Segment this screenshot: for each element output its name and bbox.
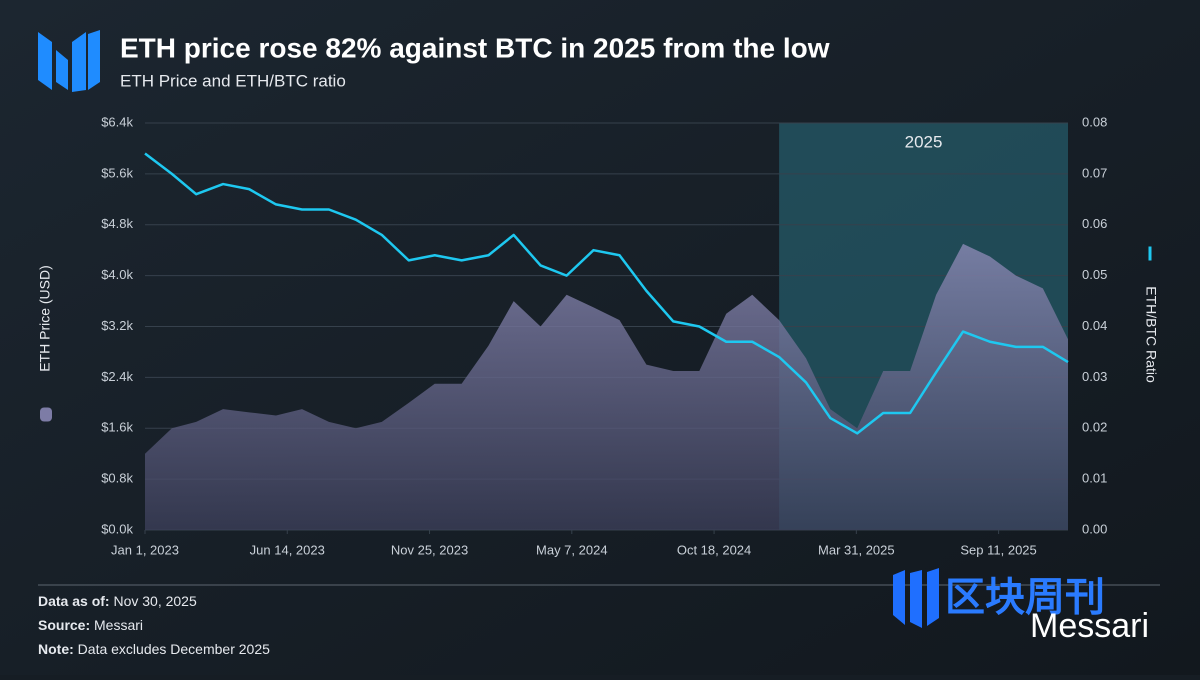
x-tick-label: Oct 18, 2024 <box>677 542 751 557</box>
watermark-brand: Messari <box>1030 607 1149 645</box>
chart-subtitle: ETH Price and ETH/BTC ratio <box>120 71 346 90</box>
watermark: 区块周刊 Messari <box>893 568 1149 645</box>
area <box>145 243 1068 530</box>
y-tick-label: $4.8k <box>101 216 133 231</box>
footer-text: Data excludes December 2025 <box>78 641 270 657</box>
footer-label: Data as of: <box>38 593 110 609</box>
legend-label: ETH Price (USD) <box>37 265 53 372</box>
x-tick-label: Jan 1, 2023 <box>111 542 179 557</box>
x-tick-label: May 7, 2024 <box>536 542 608 557</box>
plot: 2025 $0.0k $0.8k $1.6k $2.4k $3.2k $4.0k $4.8k $… <box>37 114 1160 557</box>
y2-tick-label: 0.00 <box>1082 521 1107 536</box>
y2-tick-label: 0.07 <box>1082 165 1107 180</box>
y-tick-label: $2.4k <box>101 369 133 384</box>
y-tick-label: $6.4k <box>101 114 133 129</box>
y-tick-label: $3.2k <box>101 318 133 333</box>
legend-swatch <box>40 407 52 422</box>
legend-item: ETH/BTC Ratio <box>1143 246 1159 383</box>
footer-text: Nov 30, 2025 <box>113 593 196 609</box>
footer-text: Messari <box>94 617 143 633</box>
y2-tick-label: 0.06 <box>1082 216 1107 231</box>
watermark-chinese: 区块周刊 <box>945 576 1105 620</box>
x-tick-label: Nov 25, 2023 <box>391 542 468 557</box>
x-tick-label: Jun 14, 2023 <box>250 542 325 557</box>
footer-line: Source: Messari <box>38 617 143 633</box>
x-tick-label: Mar 31, 2025 <box>818 542 895 557</box>
y-tick-label: $0.0k <box>101 521 133 536</box>
y2-tick-label: 0.08 <box>1082 114 1107 129</box>
y2-tick-label: 0.01 <box>1082 471 1107 486</box>
legend-item: ETH Price (USD) <box>37 265 53 422</box>
y-tick-label: $4.0k <box>101 267 133 282</box>
y2-tick-label: 0.02 <box>1082 420 1107 435</box>
highlight-label: 2025 <box>905 132 943 151</box>
footer-label: Source: <box>38 617 90 633</box>
line <box>144 152 1069 435</box>
y-tick-label: $5.6k <box>101 165 133 180</box>
y2-tick-label: 0.05 <box>1082 267 1107 282</box>
logo <box>38 30 100 92</box>
y-tick-label: $1.6k <box>101 420 133 435</box>
footer-label: Note: <box>38 641 74 657</box>
footer-line: Data as of: Nov 30, 2025 <box>38 593 197 609</box>
y-tick-label: $0.8k <box>101 471 133 486</box>
y2-tick-label: 0.04 <box>1082 318 1107 333</box>
y2-tick-label: 0.03 <box>1082 369 1107 384</box>
legend-label: ETH/BTC Ratio <box>1143 286 1159 383</box>
footer-line: Note: Data excludes December 2025 <box>38 641 270 657</box>
chart-title: ETH price rose 82% against BTC in 2025 f… <box>120 32 830 63</box>
x-tick-label: Sep 11, 2025 <box>960 542 1036 557</box>
